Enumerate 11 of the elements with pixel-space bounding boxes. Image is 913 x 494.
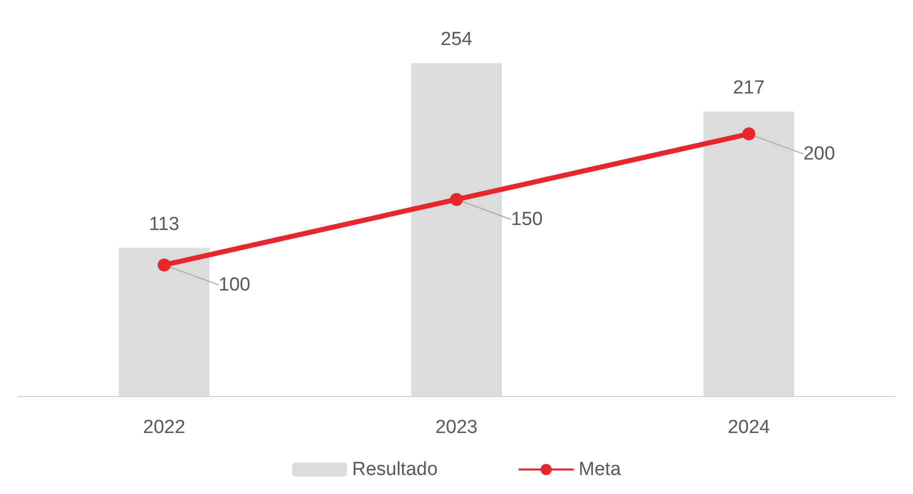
data-label: 113 (149, 214, 180, 235)
data-label: 200 (803, 143, 836, 164)
data-label: 150 (511, 208, 543, 230)
data-label: 217 (732, 78, 765, 99)
x-tick-label: 2022 (143, 417, 186, 438)
x-tick-label: 2024 (728, 417, 770, 438)
legend-label: Meta (578, 459, 622, 480)
x-tick-label: 2023 (435, 417, 478, 438)
legend-label: Resultado (352, 459, 438, 480)
data-label: 254 (440, 29, 473, 50)
data-label: 100 (218, 274, 250, 296)
